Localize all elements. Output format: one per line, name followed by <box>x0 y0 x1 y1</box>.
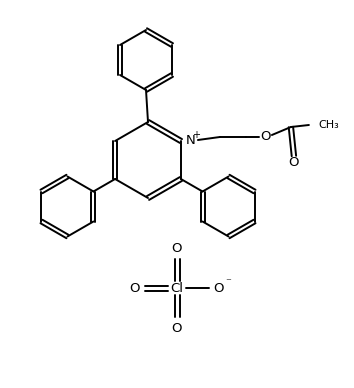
Text: O: O <box>129 282 139 294</box>
Text: CH₃: CH₃ <box>318 120 339 130</box>
Text: +: + <box>192 130 200 140</box>
Text: O: O <box>172 322 182 334</box>
Text: ⁻: ⁻ <box>225 277 231 287</box>
Text: Cl: Cl <box>171 282 183 294</box>
Text: O: O <box>172 241 182 255</box>
Text: O: O <box>261 130 271 144</box>
Text: O: O <box>289 156 299 170</box>
Text: O: O <box>214 282 224 294</box>
Text: N: N <box>186 133 196 147</box>
